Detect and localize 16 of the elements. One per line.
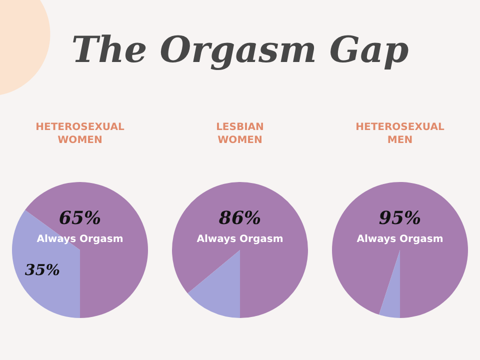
- chart-subtitle: HETEROSEXUAL MEN: [356, 122, 445, 146]
- pie-slice: [332, 182, 468, 318]
- chart-subtitle: LESBIAN WOMEN: [216, 122, 264, 146]
- data-label: 95%: [378, 208, 422, 229]
- pie-slice: [378, 250, 400, 318]
- text: The Orgasm Gap: [71, 29, 409, 71]
- pie-slice: [24, 182, 148, 318]
- data-label: 86%: [218, 208, 262, 229]
- data-label: 35%: [24, 261, 60, 280]
- pie-slice: [172, 182, 308, 318]
- slice-label: Always Orgasm: [356, 234, 444, 245]
- slice-label: Always Orgasm: [36, 234, 124, 245]
- data-label: 65%: [58, 208, 102, 229]
- slice-label: Always Orgasm: [196, 234, 284, 245]
- chart-subtitle: HETEROSEXUAL WOMEN: [36, 122, 125, 146]
- pie-slice: [188, 250, 240, 318]
